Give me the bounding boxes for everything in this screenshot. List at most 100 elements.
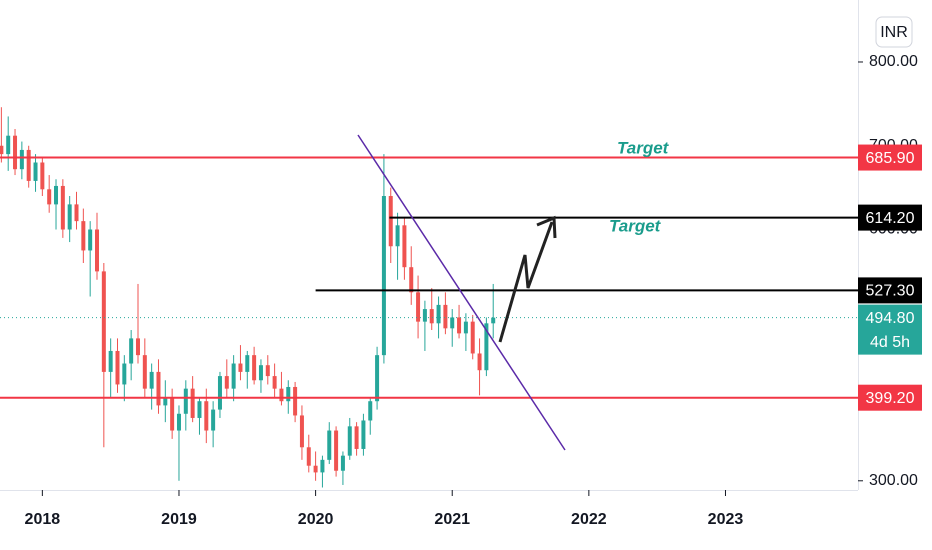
candle-body xyxy=(13,135,18,170)
trend-line xyxy=(357,134,566,451)
candle-body xyxy=(33,162,38,181)
candle-body xyxy=(81,221,86,251)
currency-label: INR xyxy=(880,24,908,41)
currency-box xyxy=(875,16,913,48)
candle-body xyxy=(129,338,134,364)
candle-body xyxy=(26,149,31,181)
candle-body xyxy=(224,376,229,389)
candle-body xyxy=(354,426,359,449)
candle-body xyxy=(265,365,270,377)
last-price-label: 494.80 xyxy=(866,310,915,327)
candle-body xyxy=(484,323,489,371)
candle-body xyxy=(60,185,65,230)
countdown-label: 4d 5h xyxy=(870,334,910,351)
candle-body xyxy=(74,204,79,222)
candle-body xyxy=(470,321,475,354)
candle-body xyxy=(443,304,448,329)
candle-body xyxy=(375,355,380,402)
time-axis: 2018 2019 2020 2021 2022 2023 xyxy=(25,490,744,528)
candle-body xyxy=(142,355,147,389)
level-badge xyxy=(858,204,922,231)
candle-body xyxy=(67,204,72,230)
candle-body xyxy=(204,401,209,431)
candle-body xyxy=(272,376,277,389)
candles xyxy=(0,107,496,488)
candle-body xyxy=(361,420,366,449)
candle-body xyxy=(306,447,311,466)
candle-body xyxy=(88,229,93,251)
candle-body xyxy=(416,292,421,322)
candle-body xyxy=(491,317,496,324)
candle-body xyxy=(231,363,236,389)
candle-body xyxy=(6,135,11,155)
price-badges: 685.90 614.20 527.30 399.20 494.80 4d 5h xyxy=(858,144,922,411)
candle-body xyxy=(477,353,482,371)
level-badge xyxy=(858,277,922,304)
arrow-head xyxy=(536,215,557,239)
candle-body xyxy=(108,350,113,372)
candle-body xyxy=(40,162,45,190)
x-tick-label: 2018 xyxy=(25,511,61,528)
candle-body xyxy=(450,317,455,329)
projection-arrow xyxy=(498,221,554,343)
candle-body xyxy=(409,267,414,293)
candle-body xyxy=(347,426,352,456)
target-label: Target xyxy=(609,216,662,235)
candle-body xyxy=(211,409,216,431)
candle-body xyxy=(149,371,154,389)
level-label: 614.20 xyxy=(866,210,915,227)
level-label: 399.20 xyxy=(866,390,915,407)
candle-body xyxy=(115,350,120,385)
candle-body xyxy=(122,363,127,385)
x-tick-label: 2021 xyxy=(434,511,470,528)
candle-body xyxy=(368,401,373,421)
level-badge xyxy=(858,384,922,411)
candle-body xyxy=(170,397,175,431)
candle-body xyxy=(299,415,304,448)
candle-body xyxy=(340,455,345,471)
candle-body xyxy=(313,465,318,473)
last-price-badge xyxy=(858,304,922,355)
candle-body xyxy=(334,430,339,471)
candle-body xyxy=(0,145,4,155)
candle-body xyxy=(54,185,59,205)
candle-body xyxy=(135,338,140,356)
candle-body xyxy=(163,397,168,406)
candle-body xyxy=(327,430,332,460)
candle-body xyxy=(320,459,325,473)
candle-body xyxy=(436,304,441,324)
candle-body xyxy=(457,317,462,334)
y-tick-label: 800.00 xyxy=(869,53,918,70)
candle-body xyxy=(381,196,386,356)
candle-body xyxy=(19,149,24,170)
levels xyxy=(0,156,858,399)
candle-body xyxy=(402,225,407,268)
x-tick-label: 2023 xyxy=(708,511,744,528)
target-label: Target xyxy=(617,138,670,157)
candle-body xyxy=(176,413,181,431)
x-tick-label: 2022 xyxy=(571,511,607,528)
y-tick-label: 300.00 xyxy=(869,472,918,489)
candle-body xyxy=(190,388,195,418)
candle-body xyxy=(47,189,52,205)
candle-body xyxy=(101,271,106,372)
candle-body xyxy=(258,365,263,381)
candle-body xyxy=(217,376,222,410)
level-badge xyxy=(858,144,922,171)
candle-body xyxy=(252,355,257,381)
candle-body xyxy=(422,309,427,322)
candle-body xyxy=(95,229,100,272)
candle-body xyxy=(245,355,250,372)
candle-body xyxy=(286,386,291,402)
candle-body xyxy=(238,363,243,372)
x-tick-label: 2020 xyxy=(298,511,334,528)
candle-body xyxy=(429,309,434,324)
candle-body xyxy=(463,321,468,334)
candle-body xyxy=(279,388,284,402)
x-tick-label: 2019 xyxy=(161,511,197,528)
candle-body xyxy=(388,196,393,247)
candle-body xyxy=(395,225,400,247)
candle-body xyxy=(293,386,298,416)
candle-body xyxy=(156,371,161,406)
